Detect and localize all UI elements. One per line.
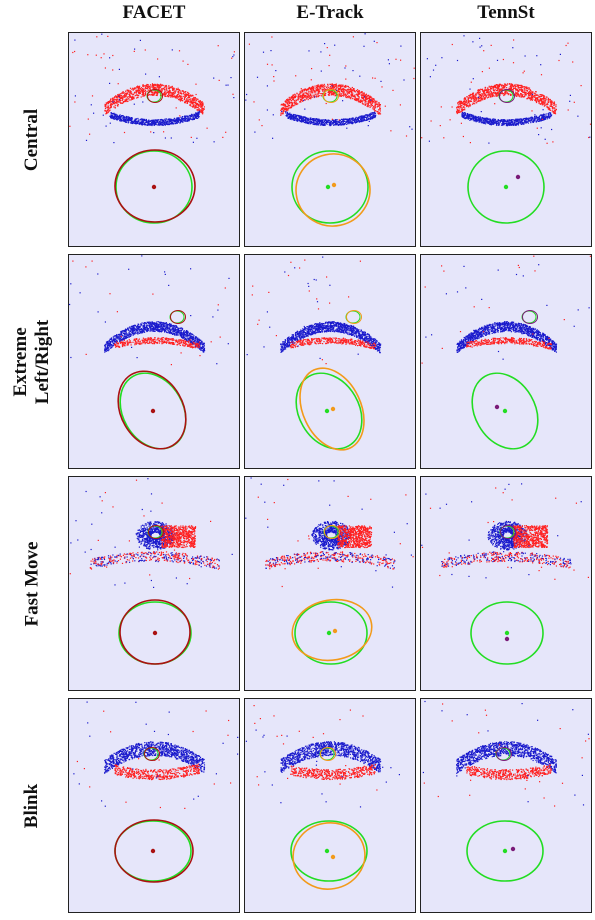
pred-center-dot <box>331 182 337 188</box>
pupil-pred-small <box>144 747 160 761</box>
panel-central-facet <box>68 32 240 247</box>
event-cloud <box>421 255 591 364</box>
event-cloud <box>69 478 233 588</box>
panel-fast-tennst <box>420 476 592 691</box>
center-dot <box>152 630 158 636</box>
predicted-ellipse <box>114 149 196 223</box>
event-cloud <box>421 35 591 144</box>
ground-truth-ellipse <box>470 601 544 665</box>
pupil-pred-small <box>496 747 512 761</box>
panel-side-etrack <box>244 254 416 469</box>
gt-center-dot <box>503 184 509 190</box>
pred-center-dot <box>330 854 336 860</box>
pupil-pred-small <box>323 89 339 103</box>
panel-plot <box>69 478 233 665</box>
event-cloud <box>73 701 239 809</box>
panel-plot <box>73 701 239 883</box>
panel-plot <box>245 477 414 665</box>
panel-central-tennst <box>420 32 592 247</box>
gt-center-dot <box>324 848 330 854</box>
gt-center-dot <box>504 630 510 636</box>
panel-plot <box>246 256 382 451</box>
ground-truth-ellipse <box>466 820 544 882</box>
row-label-blink: Blink <box>21 783 42 828</box>
predicted-ellipse <box>299 367 365 451</box>
ground-truth-ellipse <box>294 601 368 665</box>
panel-plot <box>245 33 415 227</box>
panel-plot <box>422 700 590 882</box>
panel-plot <box>69 255 230 450</box>
gt-center-dot <box>324 408 330 414</box>
center-dot <box>150 408 156 414</box>
ground-truth-ellipse <box>471 372 539 450</box>
pupil-pred-small <box>499 89 515 103</box>
event-cloud <box>245 477 414 588</box>
predicted-ellipse <box>117 370 187 450</box>
ground-truth-ellipse <box>467 150 545 224</box>
predicted-ellipse <box>295 153 371 227</box>
pupil-pred-small <box>320 747 336 761</box>
panel-fast-etrack <box>244 476 416 691</box>
panel-blink-facet <box>68 698 240 913</box>
panel-plot <box>245 705 400 890</box>
panel-central-etrack <box>244 32 416 247</box>
event-cloud <box>245 33 415 139</box>
pred-center-dot <box>510 846 516 852</box>
event-cloud <box>69 255 230 366</box>
event-cloud <box>246 256 382 365</box>
center-dot <box>151 184 157 190</box>
panel-plot <box>421 483 589 665</box>
ground-truth-ellipse <box>290 820 368 882</box>
pred-center-dot <box>504 636 510 642</box>
panel-plot <box>421 35 591 224</box>
pupil-pred-small <box>522 310 538 324</box>
column-header-facet: FACET <box>122 2 186 23</box>
gt-center-dot <box>325 184 331 190</box>
panel-blink-etrack <box>244 698 416 913</box>
row-label-extreme-left-right: Extreme Left/Right <box>10 319 53 404</box>
gt-center-dot <box>502 408 508 414</box>
pred-center-dot <box>330 406 336 412</box>
ground-truth-ellipse <box>115 150 193 224</box>
ground-truth-ellipse <box>291 150 369 224</box>
event-cloud <box>69 33 235 144</box>
panel-fast-facet <box>68 476 240 691</box>
predicted-ellipse <box>119 599 191 665</box>
panel-plot <box>69 33 235 224</box>
predicted-ellipse <box>292 822 366 890</box>
column-header-tennst: TennSt <box>477 2 535 23</box>
pred-center-dot <box>332 628 338 634</box>
pupil-pred-small <box>148 525 164 539</box>
pupil-pred-small <box>324 525 340 539</box>
row-label-fast-move: Fast Move <box>21 541 43 626</box>
pred-center-dot <box>515 174 521 180</box>
predicted-ellipse <box>291 598 373 662</box>
event-cloud <box>422 700 590 807</box>
row-label-central: Central <box>20 108 42 171</box>
center-dot <box>150 848 156 854</box>
panel-blink-tennst <box>420 698 592 913</box>
event-cloud <box>421 483 589 580</box>
event-cloud <box>245 705 400 808</box>
panel-side-facet <box>68 254 240 469</box>
column-header-etrack: E-Track <box>296 2 364 23</box>
panel-side-tennst <box>420 254 592 469</box>
pupil-pred-small <box>170 310 186 324</box>
predicted-ellipse <box>114 819 194 883</box>
pupil-pred-small <box>500 525 516 539</box>
ground-truth-ellipse <box>295 372 363 450</box>
panel-plot <box>421 255 591 450</box>
gt-center-dot <box>502 848 508 854</box>
pupil-pred-small <box>346 310 362 324</box>
pupil-pred-small <box>147 89 163 103</box>
gt-center-dot <box>326 630 332 636</box>
pred-center-dot <box>494 404 500 410</box>
